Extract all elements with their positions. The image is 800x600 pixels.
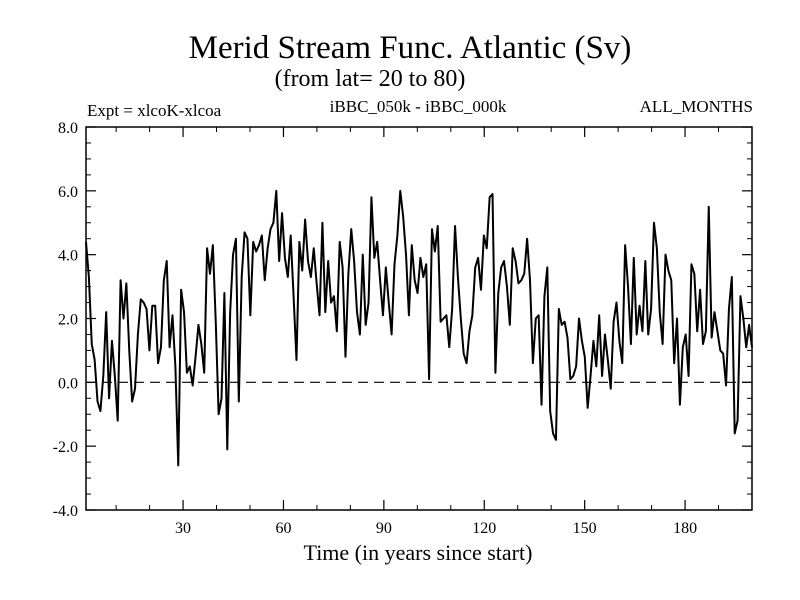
x-tick-label: 90 — [376, 520, 392, 537]
y-tick-label: 6.0 — [58, 184, 78, 201]
experiment-label: Expt = xlcoK-xlcoa — [87, 101, 222, 120]
months-label: ALL_MONTHS — [640, 97, 753, 116]
series-line — [85, 189, 753, 467]
x-axis-label: Time (in years since start) — [304, 540, 533, 565]
y-tick-label: -2.0 — [53, 439, 78, 456]
x-tick-label: 60 — [275, 520, 291, 537]
plot-area: -4.0 -2.0 0.0 2.0 4.0 6.0 8.0 30 60 90 120 150 180 — [53, 120, 753, 537]
chart-subtitle: (from lat= 20 to 80) — [275, 66, 466, 92]
y-tick-label: 4.0 — [58, 248, 78, 265]
plot-frame — [85, 126, 753, 511]
x-tick-label: 150 — [573, 520, 597, 537]
y-tick-label: 0.0 — [58, 375, 78, 392]
y-tick-label: 8.0 — [58, 120, 78, 137]
chart-title: Merid Stream Func. Atlantic (Sv) — [189, 30, 632, 66]
x-tick-label: 120 — [472, 520, 496, 537]
y-tick-label: 2.0 — [58, 312, 78, 329]
x-tick-label: 30 — [175, 520, 191, 537]
x-tick-label: 180 — [673, 520, 697, 537]
series-label: iBBC_050k - iBBC_000k — [330, 97, 507, 116]
y-tick-label: -4.0 — [53, 503, 78, 520]
